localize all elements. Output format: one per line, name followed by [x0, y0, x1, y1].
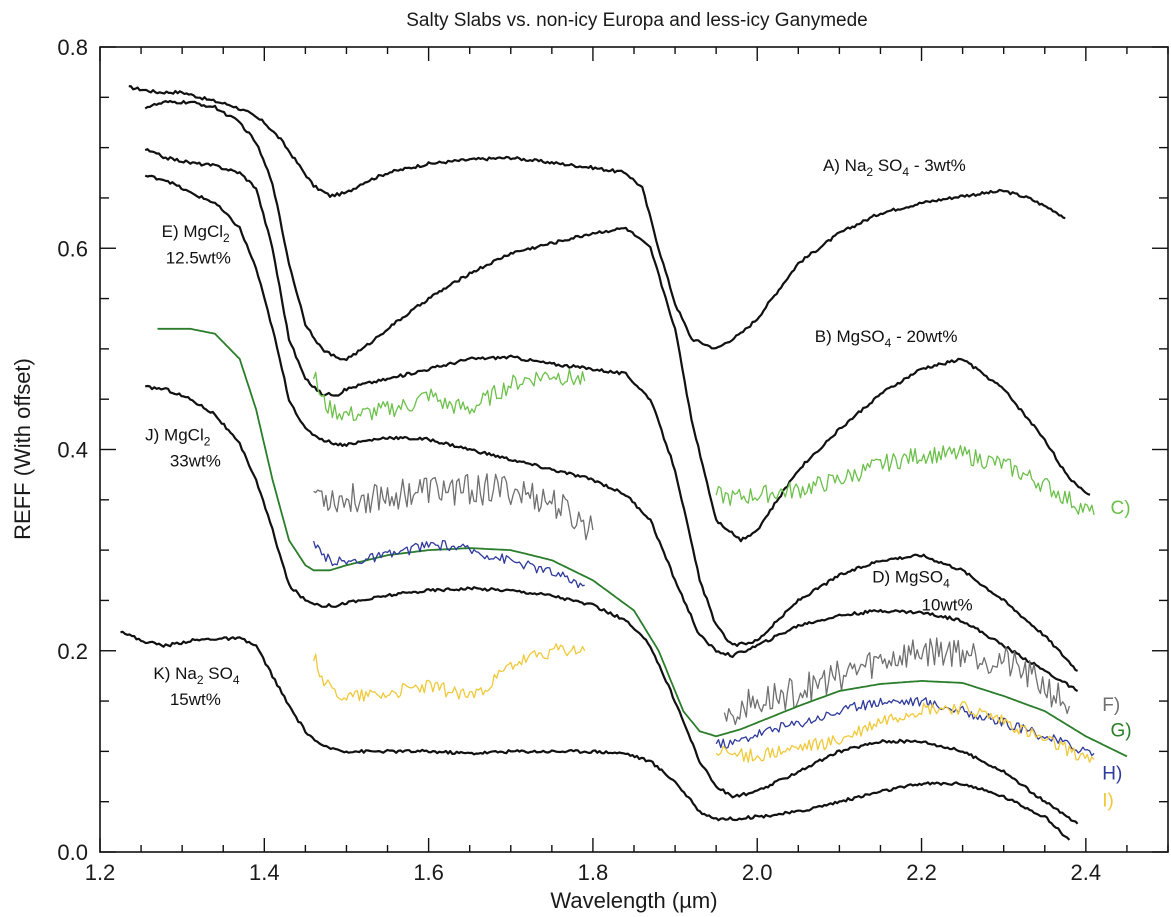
series-line-C — [312, 368, 1095, 516]
plot-frame — [99, 46, 1169, 853]
y-tick-labels: 0.0 0.2 0.4 0.6 0.8 — [57, 35, 88, 865]
series-line-J — [144, 174, 1079, 692]
series-line-A — [128, 85, 1066, 350]
annotation-layer: A) Na2 SO4 - 3wt% B) MgSO4 - 20wt% C) D) Mg… — [145, 156, 1131, 812]
annotation-E: E) MgCl2 — [162, 222, 230, 245]
series-line-E — [144, 148, 1079, 672]
y-tick-label: 0.6 — [57, 236, 88, 261]
annotation-C: C) — [1110, 498, 1130, 519]
series-line-H — [312, 539, 1095, 757]
annotation-J: J) MgCl2 — [145, 425, 211, 448]
annotation-K-line2: 15wt% — [170, 690, 221, 709]
chart-title: Salty Slabs vs. non-icy Europa and less-… — [406, 10, 868, 31]
y-axis-label: REFF (With offset) — [10, 358, 35, 540]
annotation-I: I) — [1102, 791, 1114, 812]
x-tick-label: 1.2 — [85, 860, 116, 885]
y-tick-label: 0.0 — [57, 840, 88, 865]
y-tick-label: 0.8 — [57, 35, 88, 60]
axis-ticks — [99, 46, 1169, 853]
annotation-G: G) — [1110, 720, 1131, 741]
annotation-H: H) — [1102, 764, 1122, 785]
x-axis-label: Wavelength (µm) — [550, 888, 717, 913]
annotation-D-line2: 10wt% — [922, 596, 973, 615]
series-line-F — [313, 473, 1071, 726]
x-tick-label: 1.6 — [413, 860, 444, 885]
x-tick-label: 1.8 — [578, 860, 609, 885]
x-tick-labels: 1.2 1.4 1.6 1.8 2.0 2.2 2.4 — [85, 860, 1101, 885]
series-line-D — [145, 384, 1079, 825]
x-tick-label: 2.4 — [1071, 860, 1102, 885]
series-line-B — [144, 99, 1091, 543]
annotation-E-line2: 12.5wt% — [166, 248, 231, 267]
series-line-G — [157, 327, 1128, 758]
x-tick-label: 1.4 — [249, 860, 280, 885]
y-tick-label: 0.4 — [57, 438, 88, 463]
annotation-K: K) Na2 SO4 — [153, 664, 239, 687]
annotation-F: F) — [1102, 695, 1120, 716]
annotation-A: A) Na2 SO4 - 3wt% — [823, 156, 966, 179]
annotation-D: D) MgSO4 — [872, 567, 950, 590]
x-tick-label: 2.2 — [906, 860, 937, 885]
annotation-J-line2: 33wt% — [170, 452, 221, 471]
series-line-K — [120, 630, 1071, 841]
plot-area: A) Na2 SO4 - 3wt% B) MgSO4 - 20wt% C) D) Mg… — [99, 46, 1169, 853]
series-line-I — [312, 643, 1095, 763]
x-tick-label: 2.0 — [742, 860, 773, 885]
annotation-B: B) MgSO4 - 20wt% — [815, 327, 958, 350]
y-tick-label: 0.2 — [57, 639, 88, 664]
series-layer — [120, 85, 1128, 841]
